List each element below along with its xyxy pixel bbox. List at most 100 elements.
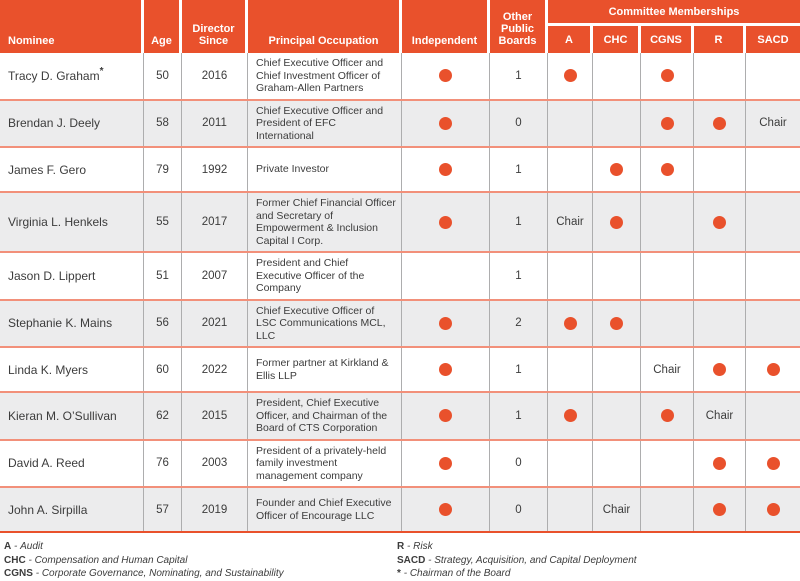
director-since-cell: 2021 [182,300,248,346]
membership-dot [563,316,577,330]
other-boards-cell: 1 [490,148,548,191]
occupation-cell: Founder and Chief Executive Officer of E… [248,488,402,531]
committee-a-cell [548,348,593,391]
committee-chc-cell [593,440,641,486]
independent-cell [402,148,490,191]
membership-dot [439,163,452,176]
table-row: James F. Gero 79 1992 Private Investor 1 [0,148,800,193]
header-committee-sacd: SACD [746,26,800,53]
table-header: Nominee Age Director Since Principal Occ… [0,0,800,53]
independent-cell [402,488,490,531]
committee-cgns-cell [641,393,694,439]
legend-tag: SACD [397,554,426,566]
committee-r-cell [694,193,746,251]
legend-desc: Chairman of the Board [409,568,511,579]
committee-a-cell [548,393,593,439]
director-since-cell: 2003 [182,440,248,486]
committee-chc-cell [593,253,641,299]
membership-dot [713,363,726,376]
table-row: John A. Sirpilla 57 2019 Founder and Chi… [0,488,800,533]
committee-r-cell [694,300,746,346]
nominee-name: Stephanie K. Mains [8,316,113,331]
header-other-public-boards: Other Public Boards [490,0,548,53]
header-committee-chc: CHC [593,26,641,53]
committee-a-cell [548,300,593,346]
age-cell: 62 [144,393,182,439]
other-boards-cell: 1 [490,193,548,251]
age-cell: 60 [144,348,182,391]
nominee-cell: Stephanie K. Mains [0,300,144,346]
director-since-cell: 2011 [182,100,248,146]
header-committee-r: R [694,26,746,53]
committee-a-cell [548,488,593,531]
membership-dot [766,363,780,376]
legend-tag: R [397,541,405,552]
legend-separator: - [28,554,32,566]
committee-r-cell [694,488,746,531]
legend-desc: Corporate Governance, Nominating, and Su… [41,568,284,579]
committee-a-cell [548,440,593,486]
independent-cell [402,253,490,299]
legend-separator: - [428,554,432,566]
committee-r-cell: Chair [694,393,746,439]
independent-cell [402,300,490,346]
legend-tag: CHC [4,554,26,566]
legend-item: R - Risk [397,540,637,554]
membership-dot [439,215,452,229]
other-boards-cell: 2 [490,300,548,346]
occupation-cell: Former partner at Kirkland & Ellis LLP [248,348,402,391]
legend-separator: - [14,541,18,552]
independent-cell [402,193,490,251]
independent-cell [402,100,490,146]
header-independent: Independent [402,0,490,53]
nominee-cell: Virginia L. Henkels [0,193,144,251]
occupation-cell: Chief Executive Officer of LSC Communica… [248,300,402,346]
committee-sacd-cell [746,393,800,439]
occupation-cell: President of a privately-held family inv… [248,440,402,486]
legend-item: CGNS - Corporate Governance, Nominating,… [4,567,397,581]
nominee-cell: Kieran M. O’Sullivan [0,393,144,439]
committee-a-cell [548,53,593,99]
table-row: Virginia L. Henkels 55 2017 Former Chief… [0,193,800,253]
header-age: Age [144,0,182,53]
membership-dot [439,503,452,516]
legend-desc: Audit [20,541,43,552]
legend-right-column: R - Risk SACD - Strategy, Acquisition, a… [397,540,637,581]
director-since-cell: 2016 [182,53,248,99]
table-row: Kieran M. O’Sullivan 62 2015 President, … [0,393,800,441]
committee-r-cell [694,348,746,391]
header-committee-memberships: Committee Memberships [548,0,800,26]
header-director-since: Director Since [182,0,248,53]
membership-dot [439,456,452,470]
legend-item: A - Audit [4,540,397,554]
age-cell: 56 [144,300,182,346]
membership-dot [660,409,674,423]
legend-desc: Compensation and Human Capital [34,554,188,566]
legend-desc: Strategy, Acquisition, and Capital Deplo… [434,554,637,566]
membership-dot [713,215,726,229]
nominee-cell: Tracy D. Graham * [0,53,144,99]
membership-dot [439,316,452,330]
table-row: Brendan J. Deely 58 2011 Chief Executive… [0,100,800,148]
membership-dot [563,69,577,83]
director-since-cell: 2019 [182,488,248,531]
membership-dot [660,163,674,176]
legend-item: SACD - Strategy, Acquisition, and Capita… [397,554,637,568]
occupation-cell: Chief Executive Officer and Chief Invest… [248,53,402,99]
table-row: Tracy D. Graham * 50 2016 Chief Executive… [0,53,800,101]
table-row: Linda K. Myers 60 2022 Former partner at… [0,348,800,393]
legend-separator: - [407,541,411,552]
nominee-name: Tracy D. Graham [8,68,100,83]
other-boards-cell: 1 [490,53,548,99]
nominee-cell: James F. Gero [0,148,144,191]
nominee-cell: Brendan J. Deely [0,100,144,146]
committee-r-cell [694,53,746,99]
age-cell: 58 [144,100,182,146]
nominee-name: Linda K. Myers [8,362,89,377]
nominee-cell: Linda K. Myers [0,348,144,391]
other-boards-cell: 0 [490,488,548,531]
membership-dot [610,215,623,229]
director-since-cell: 2015 [182,393,248,439]
committee-chc-cell [593,393,641,439]
